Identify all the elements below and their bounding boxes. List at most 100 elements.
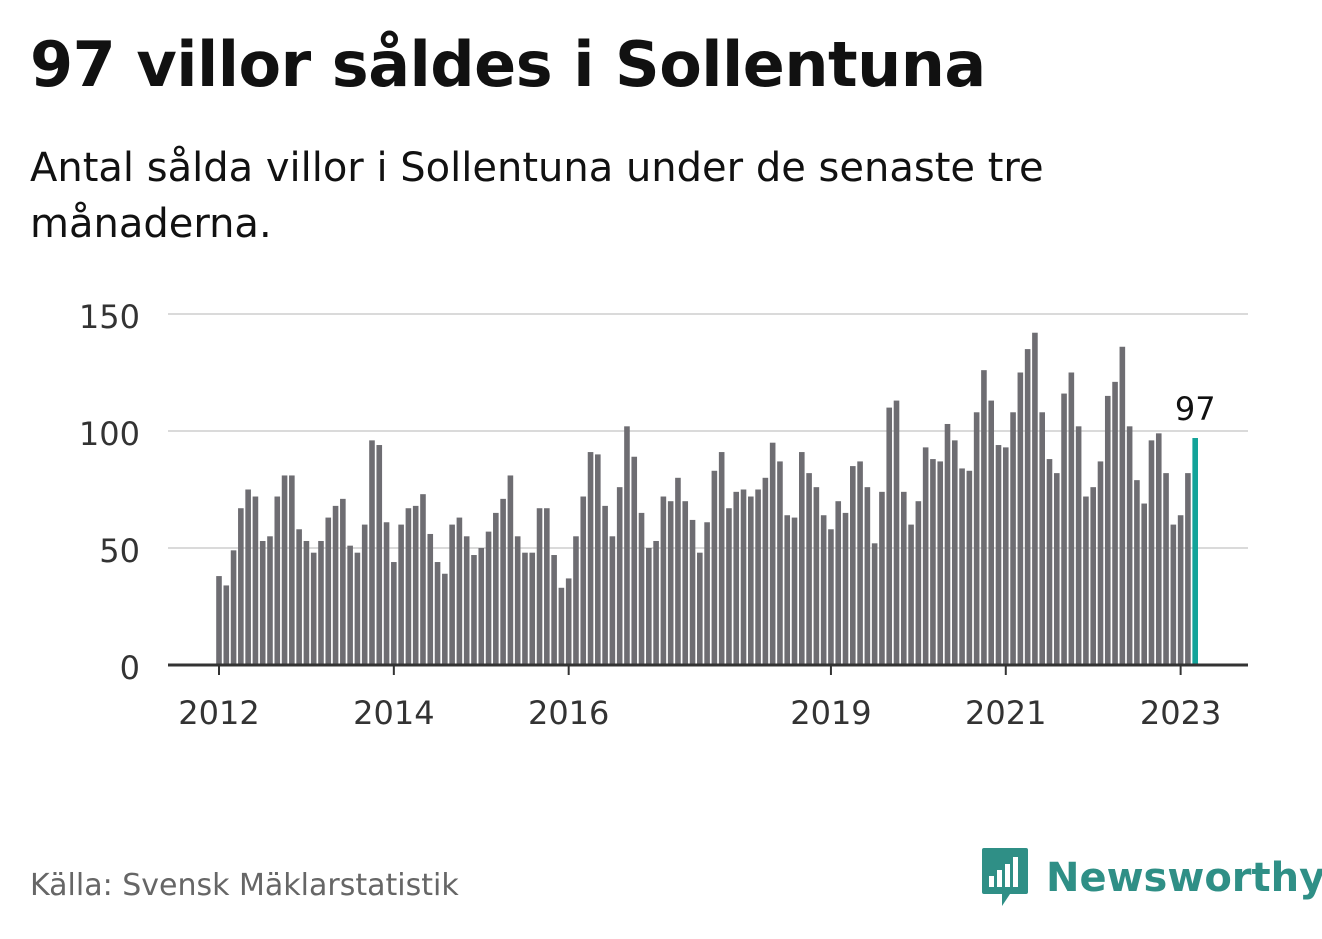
bar <box>930 459 936 665</box>
bar <box>318 540 324 665</box>
bar <box>806 473 812 665</box>
bar <box>966 470 973 665</box>
bar <box>361 524 368 665</box>
bar <box>463 536 470 665</box>
bar <box>442 573 448 665</box>
bar <box>609 536 616 665</box>
bar <box>347 545 353 665</box>
bar <box>704 522 710 665</box>
bar <box>631 456 638 665</box>
bar <box>959 468 965 665</box>
bar <box>762 477 769 665</box>
bar <box>900 491 907 665</box>
bar <box>544 508 550 665</box>
bar <box>857 461 863 665</box>
bar <box>529 552 536 665</box>
bar <box>398 524 404 665</box>
bar <box>369 440 375 665</box>
newsworthy-logo-icon <box>982 848 1028 906</box>
bar <box>995 445 1002 665</box>
bar <box>835 501 842 665</box>
y-axis-labels: 0 50 100 150 <box>79 298 140 687</box>
bar <box>915 501 922 665</box>
bar <box>1039 412 1045 665</box>
bar <box>1090 487 1096 665</box>
x-tick-label: 2023 <box>1140 694 1221 732</box>
bar <box>937 461 944 665</box>
x-axis-labels: 2012 2014 2016 2019 2021 2023 <box>178 665 1221 732</box>
bar <box>376 445 383 665</box>
bar <box>1061 393 1067 665</box>
bar <box>507 475 514 665</box>
bar <box>310 552 317 665</box>
bar <box>245 489 251 665</box>
bar <box>565 578 572 665</box>
bar <box>1185 473 1191 665</box>
bar <box>951 440 958 665</box>
bar <box>289 475 295 665</box>
bar <box>1104 395 1111 665</box>
bar-highlight <box>1192 438 1198 665</box>
bar <box>682 501 689 665</box>
bar <box>718 452 725 665</box>
bar <box>755 489 761 665</box>
bar <box>1002 447 1009 665</box>
y-tick-label: 150 <box>79 298 140 336</box>
bar <box>303 540 310 665</box>
bar <box>733 491 740 665</box>
bar <box>493 512 499 665</box>
bar <box>485 531 492 665</box>
bar <box>791 517 798 665</box>
bar <box>1017 372 1024 665</box>
x-tick-label: 2016 <box>528 694 609 732</box>
bar <box>748 496 754 665</box>
bar <box>646 548 652 665</box>
bar <box>1112 381 1118 665</box>
bar <box>420 494 426 665</box>
bar <box>412 505 419 665</box>
bar <box>587 452 594 665</box>
bar <box>1046 459 1053 665</box>
bar <box>558 587 565 665</box>
bar <box>536 508 543 665</box>
bar <box>267 536 273 665</box>
bar <box>638 512 645 665</box>
bar <box>449 524 455 665</box>
bar <box>1148 440 1155 665</box>
bar <box>675 477 681 665</box>
x-tick-label: 2019 <box>790 694 871 732</box>
bar <box>1126 426 1133 665</box>
bar <box>1010 412 1016 665</box>
chart-subtitle: Antal sålda villor i Sollentuna under de… <box>30 145 1044 247</box>
bar <box>573 536 579 665</box>
bar <box>864 487 871 665</box>
bar <box>595 454 601 665</box>
bar <box>216 576 222 665</box>
bar <box>616 487 623 665</box>
bar <box>1097 461 1104 665</box>
bar <box>1068 372 1075 665</box>
bar <box>777 461 783 665</box>
bar <box>230 550 237 665</box>
source-note: Källa: Svensk Mäklarstatistik <box>30 868 459 903</box>
bar <box>828 529 834 665</box>
bar <box>1083 496 1089 665</box>
bar <box>1155 433 1162 665</box>
bar <box>1134 480 1140 665</box>
bar <box>879 491 885 665</box>
bar <box>1177 515 1184 665</box>
data-label-latest: 97 <box>1175 390 1216 428</box>
bar <box>726 508 732 665</box>
bar <box>988 400 995 665</box>
bar <box>383 522 390 665</box>
bar <box>259 540 266 665</box>
y-tick-label: 100 <box>79 415 140 453</box>
bar <box>697 552 703 665</box>
x-tick-label: 2014 <box>353 694 434 732</box>
bar <box>689 519 696 665</box>
bar <box>1170 524 1177 665</box>
bar <box>325 517 332 665</box>
bar <box>842 512 849 665</box>
bar <box>711 470 718 665</box>
bar <box>922 447 929 665</box>
